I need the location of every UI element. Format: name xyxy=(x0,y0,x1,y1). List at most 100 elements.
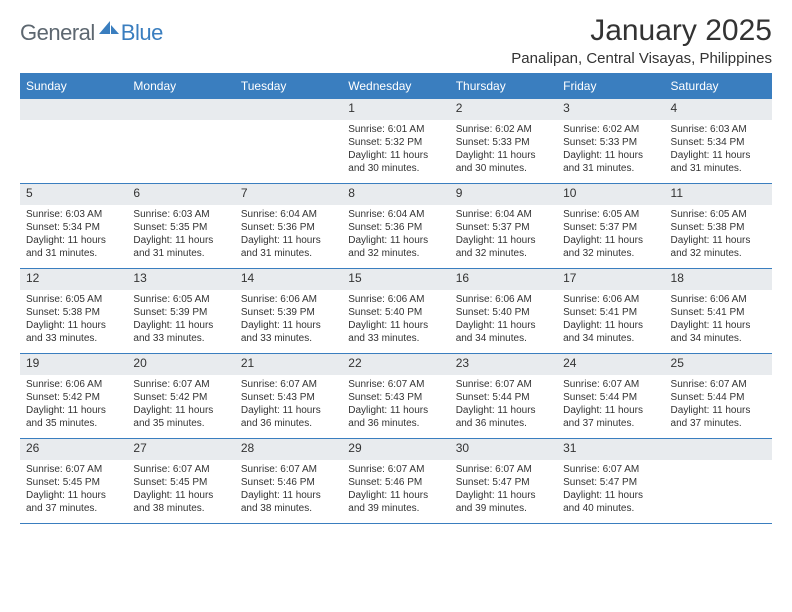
day-sunrise: Sunrise: 6:07 AM xyxy=(241,463,336,476)
day-body: Sunrise: 6:04 AMSunset: 5:36 PMDaylight:… xyxy=(235,205,342,264)
day-body: Sunrise: 6:02 AMSunset: 5:33 PMDaylight:… xyxy=(557,120,664,179)
day-number: 26 xyxy=(20,439,127,460)
day-number xyxy=(20,99,127,120)
day-cell: 31Sunrise: 6:07 AMSunset: 5:47 PMDayligh… xyxy=(557,439,664,523)
day-sunrise: Sunrise: 6:01 AM xyxy=(348,123,443,136)
day-body: Sunrise: 6:06 AMSunset: 5:40 PMDaylight:… xyxy=(450,290,557,349)
day-sunset: Sunset: 5:46 PM xyxy=(348,476,443,489)
logo-sail-icon xyxy=(99,21,119,35)
logo-text-general: General xyxy=(20,20,95,46)
day-sunset: Sunset: 5:36 PM xyxy=(348,221,443,234)
day-cell: 20Sunrise: 6:07 AMSunset: 5:42 PMDayligh… xyxy=(127,354,234,438)
day-sunrise: Sunrise: 6:07 AM xyxy=(133,378,228,391)
day-sunrise: Sunrise: 6:07 AM xyxy=(348,378,443,391)
day-sunrise: Sunrise: 6:07 AM xyxy=(26,463,121,476)
day-body: Sunrise: 6:07 AMSunset: 5:47 PMDaylight:… xyxy=(557,460,664,519)
day-body: Sunrise: 6:07 AMSunset: 5:45 PMDaylight:… xyxy=(20,460,127,519)
day-sunset: Sunset: 5:43 PM xyxy=(348,391,443,404)
day-cell: 19Sunrise: 6:06 AMSunset: 5:42 PMDayligh… xyxy=(20,354,127,438)
day-daylight: Daylight: 11 hours and 34 minutes. xyxy=(456,319,551,345)
day-sunset: Sunset: 5:43 PM xyxy=(241,391,336,404)
day-sunset: Sunset: 5:47 PM xyxy=(563,476,658,489)
day-number: 6 xyxy=(127,184,234,205)
day-sunset: Sunset: 5:44 PM xyxy=(456,391,551,404)
day-number: 25 xyxy=(665,354,772,375)
day-cell: 12Sunrise: 6:05 AMSunset: 5:38 PMDayligh… xyxy=(20,269,127,353)
weekday-monday: Monday xyxy=(127,75,234,98)
day-cell xyxy=(20,99,127,183)
day-number: 9 xyxy=(450,184,557,205)
day-number xyxy=(235,99,342,120)
day-daylight: Daylight: 11 hours and 37 minutes. xyxy=(26,489,121,515)
day-daylight: Daylight: 11 hours and 38 minutes. xyxy=(133,489,228,515)
day-body: Sunrise: 6:03 AMSunset: 5:34 PMDaylight:… xyxy=(665,120,772,179)
day-sunset: Sunset: 5:40 PM xyxy=(348,306,443,319)
day-number: 1 xyxy=(342,99,449,120)
day-number: 16 xyxy=(450,269,557,290)
day-daylight: Daylight: 11 hours and 30 minutes. xyxy=(348,149,443,175)
weekday-saturday: Saturday xyxy=(665,75,772,98)
day-cell: 24Sunrise: 6:07 AMSunset: 5:44 PMDayligh… xyxy=(557,354,664,438)
day-number: 13 xyxy=(127,269,234,290)
day-sunset: Sunset: 5:41 PM xyxy=(671,306,766,319)
day-number: 29 xyxy=(342,439,449,460)
day-number: 14 xyxy=(235,269,342,290)
day-number: 17 xyxy=(557,269,664,290)
day-number: 11 xyxy=(665,184,772,205)
page-header: General Blue January 2025 Panalipan, Cen… xyxy=(20,14,772,67)
day-number: 31 xyxy=(557,439,664,460)
day-sunrise: Sunrise: 6:06 AM xyxy=(671,293,766,306)
day-sunset: Sunset: 5:39 PM xyxy=(241,306,336,319)
day-number: 2 xyxy=(450,99,557,120)
day-sunset: Sunset: 5:40 PM xyxy=(456,306,551,319)
day-cell: 14Sunrise: 6:06 AMSunset: 5:39 PMDayligh… xyxy=(235,269,342,353)
week-row: 12Sunrise: 6:05 AMSunset: 5:38 PMDayligh… xyxy=(20,269,772,354)
day-sunset: Sunset: 5:47 PM xyxy=(456,476,551,489)
day-sunrise: Sunrise: 6:03 AM xyxy=(671,123,766,136)
day-body xyxy=(665,460,772,467)
logo: General Blue xyxy=(20,14,163,46)
day-sunrise: Sunrise: 6:05 AM xyxy=(671,208,766,221)
day-body: Sunrise: 6:03 AMSunset: 5:35 PMDaylight:… xyxy=(127,205,234,264)
day-body: Sunrise: 6:05 AMSunset: 5:38 PMDaylight:… xyxy=(20,290,127,349)
day-cell: 18Sunrise: 6:06 AMSunset: 5:41 PMDayligh… xyxy=(665,269,772,353)
day-body: Sunrise: 6:06 AMSunset: 5:41 PMDaylight:… xyxy=(557,290,664,349)
title-block: January 2025 Panalipan, Central Visayas,… xyxy=(511,14,772,67)
day-sunrise: Sunrise: 6:05 AM xyxy=(26,293,121,306)
day-number: 24 xyxy=(557,354,664,375)
day-number: 3 xyxy=(557,99,664,120)
day-cell: 28Sunrise: 6:07 AMSunset: 5:46 PMDayligh… xyxy=(235,439,342,523)
day-body: Sunrise: 6:06 AMSunset: 5:40 PMDaylight:… xyxy=(342,290,449,349)
day-sunrise: Sunrise: 6:03 AM xyxy=(26,208,121,221)
day-cell: 27Sunrise: 6:07 AMSunset: 5:45 PMDayligh… xyxy=(127,439,234,523)
day-daylight: Daylight: 11 hours and 36 minutes. xyxy=(456,404,551,430)
day-sunrise: Sunrise: 6:05 AM xyxy=(133,293,228,306)
week-row: 5Sunrise: 6:03 AMSunset: 5:34 PMDaylight… xyxy=(20,184,772,269)
day-daylight: Daylight: 11 hours and 31 minutes. xyxy=(563,149,658,175)
day-body: Sunrise: 6:07 AMSunset: 5:46 PMDaylight:… xyxy=(342,460,449,519)
day-daylight: Daylight: 11 hours and 33 minutes. xyxy=(241,319,336,345)
day-cell xyxy=(127,99,234,183)
day-daylight: Daylight: 11 hours and 40 minutes. xyxy=(563,489,658,515)
day-cell: 17Sunrise: 6:06 AMSunset: 5:41 PMDayligh… xyxy=(557,269,664,353)
week-row: 1Sunrise: 6:01 AMSunset: 5:32 PMDaylight… xyxy=(20,98,772,184)
day-sunset: Sunset: 5:42 PM xyxy=(26,391,121,404)
day-sunset: Sunset: 5:34 PM xyxy=(26,221,121,234)
day-daylight: Daylight: 11 hours and 35 minutes. xyxy=(26,404,121,430)
day-sunset: Sunset: 5:37 PM xyxy=(456,221,551,234)
day-number: 4 xyxy=(665,99,772,120)
day-sunset: Sunset: 5:35 PM xyxy=(133,221,228,234)
day-sunset: Sunset: 5:46 PM xyxy=(241,476,336,489)
day-daylight: Daylight: 11 hours and 33 minutes. xyxy=(26,319,121,345)
day-daylight: Daylight: 11 hours and 33 minutes. xyxy=(133,319,228,345)
day-daylight: Daylight: 11 hours and 38 minutes. xyxy=(241,489,336,515)
day-body: Sunrise: 6:07 AMSunset: 5:45 PMDaylight:… xyxy=(127,460,234,519)
day-number: 12 xyxy=(20,269,127,290)
weekday-wednesday: Wednesday xyxy=(342,75,449,98)
day-body: Sunrise: 6:05 AMSunset: 5:38 PMDaylight:… xyxy=(665,205,772,264)
day-number: 15 xyxy=(342,269,449,290)
day-body: Sunrise: 6:06 AMSunset: 5:41 PMDaylight:… xyxy=(665,290,772,349)
day-sunrise: Sunrise: 6:07 AM xyxy=(563,378,658,391)
day-number: 8 xyxy=(342,184,449,205)
day-cell: 3Sunrise: 6:02 AMSunset: 5:33 PMDaylight… xyxy=(557,99,664,183)
